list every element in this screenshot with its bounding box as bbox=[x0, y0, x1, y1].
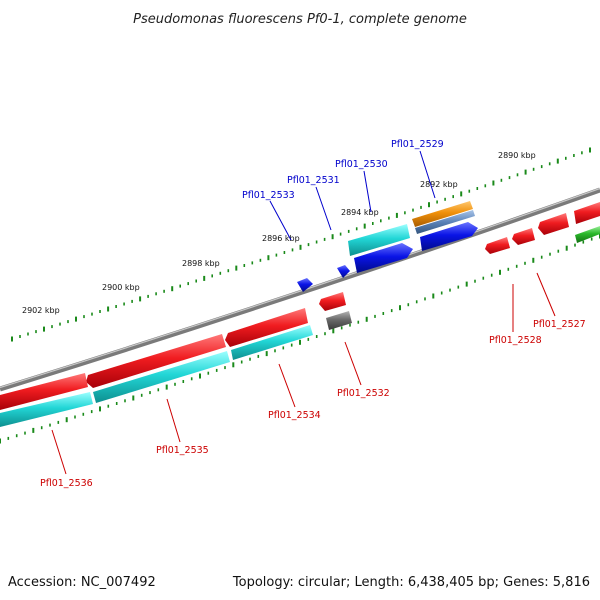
leader-pfl01-2534 bbox=[278, 363, 296, 408]
gene-green-edge[interactable] bbox=[575, 226, 600, 243]
gene-blue-2[interactable] bbox=[354, 243, 413, 273]
genome-backbone bbox=[0, 187, 600, 392]
label-pfl01-2528[interactable]: Pfl01_2528 bbox=[489, 335, 542, 346]
gene-pfl01-2536[interactable] bbox=[0, 373, 88, 410]
leader-pfl01-2533 bbox=[269, 200, 292, 241]
gene-pfl01-2529-a[interactable] bbox=[412, 201, 473, 227]
scale-label-2894: 2894 kbp bbox=[341, 208, 379, 217]
label-pfl01-2535[interactable]: Pfl01_2535 bbox=[156, 445, 209, 456]
leader-pfl01-2531 bbox=[315, 186, 332, 231]
genome-backbone-highlight bbox=[0, 187, 600, 389]
label-pfl01-2531[interactable]: Pfl01_2531 bbox=[287, 175, 340, 186]
map-title: Pseudomonas fluorescens Pf0-1, complete … bbox=[133, 12, 467, 27]
outer-scale-ticks bbox=[11, 147, 591, 342]
label-pfl01-2530[interactable]: Pfl01_2530 bbox=[335, 159, 388, 170]
label-pfl01-2527[interactable]: Pfl01_2527 bbox=[533, 319, 586, 330]
gene-pfl01-2531[interactable] bbox=[337, 265, 350, 278]
gene-pfl01-2534-cyan[interactable] bbox=[231, 325, 313, 360]
leader-pfl01-2527 bbox=[536, 272, 556, 317]
reverse-genes bbox=[0, 202, 600, 427]
gene-pfl01-2536-cyan[interactable] bbox=[0, 392, 93, 427]
genome-summary: Topology: circular; Length: 6,438,405 bp… bbox=[232, 575, 590, 590]
forward-genes bbox=[297, 201, 600, 292]
scale-label-2896: 2896 kbp bbox=[262, 234, 300, 243]
leader-pfl01-2529 bbox=[419, 150, 436, 199]
gene-pfl01-2532-red[interactable] bbox=[319, 292, 346, 311]
label-pfl01-2533[interactable]: Pfl01_2533 bbox=[242, 190, 295, 201]
gene-red-small-1[interactable] bbox=[538, 213, 569, 235]
accession: Accession: NC_007492 bbox=[8, 575, 156, 590]
leader-pfl01-2535 bbox=[166, 398, 181, 443]
inner-scale-ticks bbox=[0, 233, 600, 444]
label-pfl01-2532[interactable]: Pfl01_2532 bbox=[337, 388, 390, 399]
leader-pfl01-2536 bbox=[51, 429, 67, 475]
scale-label-2902: 2902 kbp bbox=[22, 306, 60, 315]
leader-pfl01-2532 bbox=[344, 341, 362, 386]
forward-gene-labels: Pfl01_2529 Pfl01_2530 Pfl01_2531 Pfl01_2… bbox=[242, 139, 444, 241]
gene-pfl01-2535[interactable] bbox=[86, 334, 226, 388]
scale-label-2890: 2890 kbp bbox=[498, 151, 536, 160]
leader-pfl01-2530 bbox=[363, 170, 372, 213]
scale-label-2892: 2892 kbp bbox=[420, 180, 458, 189]
gene-pfl01-2527[interactable] bbox=[512, 228, 535, 245]
scale-labels: 2890 kbp 2892 kbp 2894 kbp 2896 kbp 2898… bbox=[22, 151, 536, 315]
label-pfl01-2536[interactable]: Pfl01_2536 bbox=[40, 478, 93, 489]
label-pfl01-2534[interactable]: Pfl01_2534 bbox=[268, 410, 321, 421]
scale-label-2898: 2898 kbp bbox=[182, 259, 220, 268]
gene-pfl01-2534[interactable] bbox=[225, 308, 308, 347]
gene-pfl01-2529-b[interactable] bbox=[415, 210, 475, 234]
gene-pfl01-2535-cyan[interactable] bbox=[93, 351, 230, 403]
gene-blue-1[interactable] bbox=[420, 222, 478, 251]
reverse-gene-labels: Pfl01_2527 Pfl01_2528 Pfl01_2532 Pfl01_2… bbox=[40, 272, 586, 489]
label-pfl01-2529[interactable]: Pfl01_2529 bbox=[391, 139, 444, 150]
gene-pfl01-2532[interactable] bbox=[326, 311, 352, 330]
gene-pfl01-2530[interactable] bbox=[348, 224, 410, 256]
scale-label-2900: 2900 kbp bbox=[102, 283, 140, 292]
gene-pfl01-2533[interactable] bbox=[297, 278, 313, 292]
gene-pfl01-2528[interactable] bbox=[485, 237, 510, 254]
gene-red-edge[interactable] bbox=[574, 202, 600, 224]
